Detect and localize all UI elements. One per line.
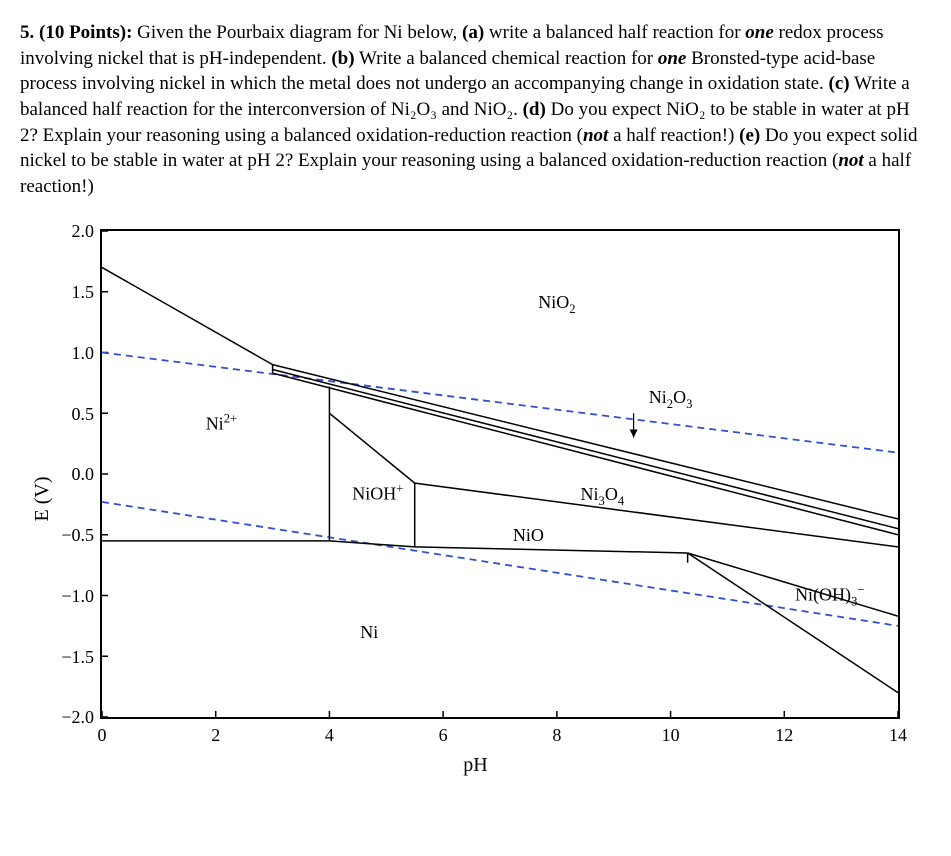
y-tick-label: 2.0: [72, 219, 103, 243]
region-label: Ni2O3: [649, 385, 693, 413]
y-axis-label: E (V): [29, 477, 56, 522]
part-c-label: (c): [829, 73, 850, 94]
pourbaix-svg: [102, 231, 898, 717]
region-label: NiO2: [538, 291, 575, 319]
y-tick-label: −1.0: [61, 584, 102, 608]
y-tick-label: −0.5: [61, 523, 102, 547]
x-tick-label: 0: [98, 717, 107, 747]
y-tick-label: 1.0: [72, 341, 103, 365]
x-tick-label: 6: [439, 717, 448, 747]
part-d-label: (d): [523, 99, 546, 120]
x-tick-label: 10: [662, 717, 680, 747]
region-label: Ni2+: [206, 411, 237, 436]
y-tick-label: −2.0: [61, 705, 102, 729]
plot-area: −2.0−1.5−1.0−0.50.00.51.01.52.0 02468101…: [100, 229, 900, 719]
x-tick-label: 8: [552, 717, 561, 747]
question-number: 5. (10 Points):: [20, 22, 132, 43]
x-tick-label: 4: [325, 717, 334, 747]
y-tick-label: −1.5: [61, 645, 102, 669]
part-a-label: (a): [462, 22, 484, 43]
region-label: Ni(OH)3−: [795, 582, 864, 611]
region-label: NiOH+: [352, 480, 403, 505]
y-tick-label: 0.5: [72, 402, 103, 426]
part-b-label: (b): [331, 48, 354, 69]
x-axis-label: pH: [463, 752, 487, 779]
x-tick-label: 2: [211, 717, 220, 747]
x-tick-label: 12: [775, 717, 793, 747]
region-label: NiO: [513, 523, 544, 547]
y-tick-label: 0.0: [72, 462, 103, 486]
x-tick-label: 14: [889, 717, 907, 747]
region-label: Ni: [360, 620, 378, 644]
region-label: Ni3O4: [581, 483, 625, 511]
question-text: 5. (10 Points): Given the Pourbaix diagr…: [20, 20, 931, 199]
y-tick-label: 1.5: [72, 280, 103, 304]
pourbaix-diagram: E (V) −2.0−1.5−1.0−0.50.00.51.01.52.0 02…: [20, 219, 931, 779]
part-e-label: (e): [739, 125, 760, 146]
